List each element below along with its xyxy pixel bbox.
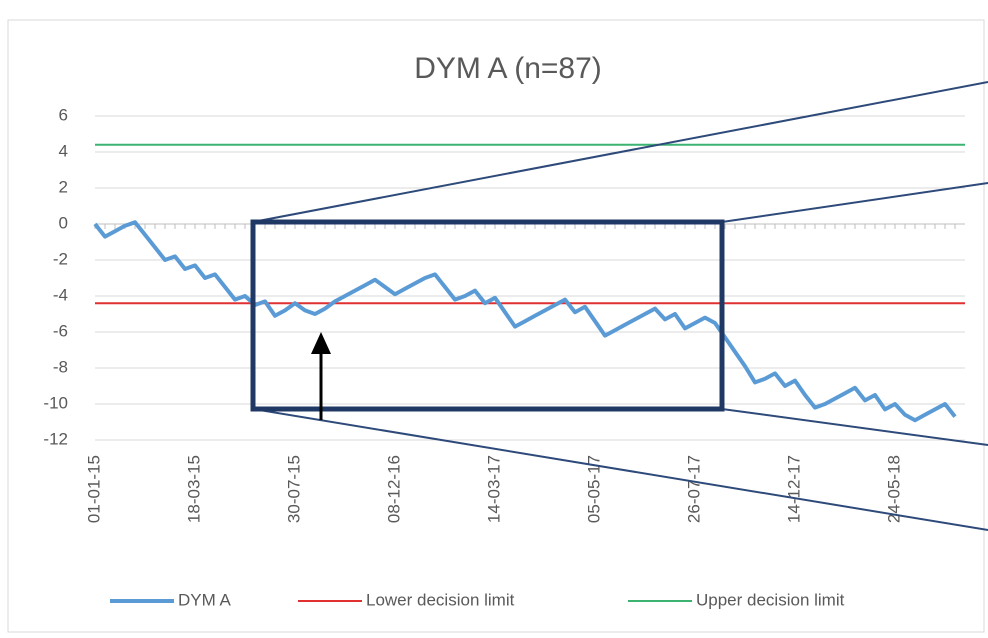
- zoom-line: [721, 408, 988, 446]
- x-tick-label: 14-12-17: [784, 455, 803, 523]
- y-tick-label: -4: [53, 285, 68, 304]
- chart-frame: [7, 19, 985, 633]
- zoom-line: [252, 81, 988, 223]
- zoom-line: [252, 408, 988, 531]
- y-tick-label: 6: [59, 105, 68, 124]
- y-tick-label: -10: [43, 393, 68, 412]
- zoom-line: [721, 182, 988, 223]
- x-tick-label: 08-12-16: [384, 455, 403, 523]
- x-tick-label: 05-05-17: [584, 455, 603, 523]
- x-tick-label: 18-03-15: [184, 455, 203, 523]
- legend-label: Upper decision limit: [696, 590, 845, 609]
- x-tick-label: 14-03-17: [484, 455, 503, 523]
- x-tick-label: 01-01-15: [84, 455, 103, 523]
- chart-title: DYM A (n=87): [414, 52, 602, 85]
- x-tick-label: 30-07-15: [284, 455, 303, 523]
- y-tick-label: -2: [53, 249, 68, 268]
- arrow-head: [311, 332, 331, 354]
- x-tick-label: 24-05-18: [884, 455, 903, 523]
- plot-area: -12 -10 -8 -6 -4 -2 0 2 4 6 01-01-15 18-03-15 30-07-…: [43, 105, 965, 523]
- legend-label: Lower decision limit: [366, 590, 515, 609]
- y-tick-label: -8: [53, 357, 68, 376]
- x-tick-label: 26-07-17: [684, 455, 703, 523]
- y-tick-label: -6: [53, 321, 68, 340]
- data-line: [93, 220, 957, 423]
- y-tick-label: 0: [59, 213, 68, 232]
- y-tick-label: -12: [43, 429, 68, 448]
- legend-label: DYM A: [178, 590, 232, 609]
- highlight-box: [250, 219, 725, 412]
- y-tick-label: 2: [59, 177, 68, 196]
- legend: DYM A Lower decision limit Upper decision …: [110, 590, 845, 609]
- annotation: [250, 81, 988, 531]
- y-tick-label: 4: [59, 141, 68, 160]
